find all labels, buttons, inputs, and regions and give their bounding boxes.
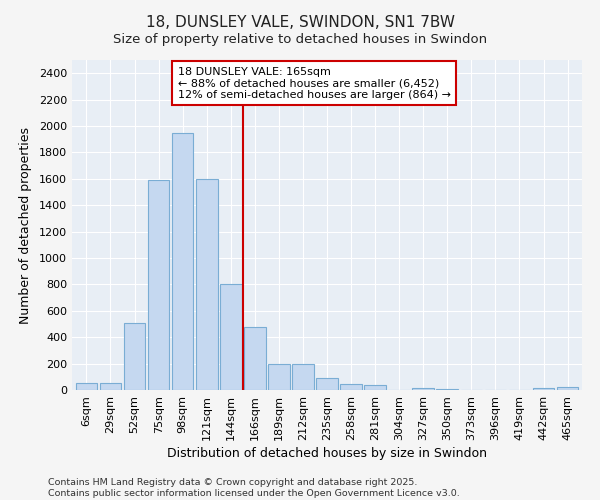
Y-axis label: Number of detached properties: Number of detached properties [19,126,32,324]
Bar [244,328,266,390]
Bar [172,132,193,390]
Bar [557,386,578,390]
Bar [316,378,338,390]
Bar [268,364,290,390]
Bar [412,388,434,390]
Bar [148,180,169,390]
Text: Size of property relative to detached houses in Swindon: Size of property relative to detached ho… [113,32,487,46]
Bar [533,388,554,390]
Bar [340,384,362,390]
Text: 18, DUNSLEY VALE, SWINDON, SN1 7BW: 18, DUNSLEY VALE, SWINDON, SN1 7BW [146,15,455,30]
Bar [124,322,145,390]
Bar [196,179,218,390]
Text: Contains HM Land Registry data © Crown copyright and database right 2025.
Contai: Contains HM Land Registry data © Crown c… [48,478,460,498]
Bar [292,364,314,390]
Bar [220,284,242,390]
X-axis label: Distribution of detached houses by size in Swindon: Distribution of detached houses by size … [167,447,487,460]
Bar [364,386,386,390]
Bar [100,382,121,390]
Bar [436,388,458,390]
Bar [76,384,97,390]
Text: 18 DUNSLEY VALE: 165sqm
← 88% of detached houses are smaller (6,452)
12% of semi: 18 DUNSLEY VALE: 165sqm ← 88% of detache… [178,66,451,100]
